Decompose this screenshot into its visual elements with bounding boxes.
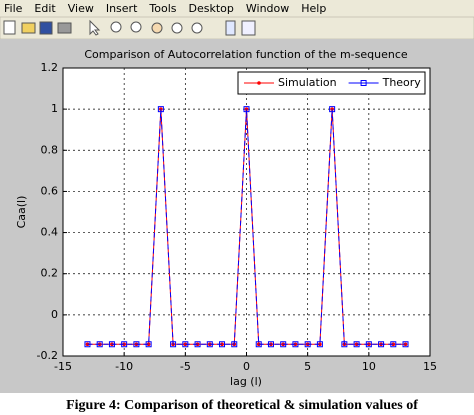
marker bbox=[170, 341, 177, 348]
marker bbox=[316, 341, 323, 348]
menu-item[interactable]: Help bbox=[301, 2, 326, 15]
marker bbox=[280, 341, 287, 348]
marker bbox=[231, 341, 238, 348]
marker bbox=[365, 341, 372, 348]
marker bbox=[243, 106, 250, 113]
pointer-icon[interactable] bbox=[89, 19, 101, 36]
x-tick-label: 0 bbox=[243, 360, 250, 373]
rotate-icon[interactable] bbox=[171, 22, 183, 34]
marker bbox=[292, 341, 299, 348]
save-icon[interactable] bbox=[39, 21, 53, 35]
y-axis-label: Caa(l) bbox=[15, 196, 28, 229]
marker bbox=[353, 341, 360, 348]
marker bbox=[182, 341, 189, 348]
menu-item[interactable]: Edit bbox=[34, 2, 56, 15]
y-tick-label: 0.8 bbox=[41, 143, 59, 156]
marker bbox=[304, 341, 311, 348]
colorbar-icon[interactable] bbox=[225, 20, 236, 36]
x-tick-label: 15 bbox=[423, 360, 437, 373]
y-tick-label: 0.2 bbox=[41, 267, 59, 280]
zoom-out-icon[interactable] bbox=[130, 21, 142, 33]
y-tick-label: 0 bbox=[51, 308, 58, 321]
menu-item[interactable]: File bbox=[4, 2, 23, 15]
x-axis-label: lag (l) bbox=[230, 375, 262, 388]
menu-item[interactable]: Window bbox=[246, 2, 289, 15]
legend-label: Simulation bbox=[278, 76, 337, 89]
legend-box bbox=[237, 71, 426, 95]
pan-icon[interactable] bbox=[151, 22, 163, 34]
marker bbox=[84, 341, 91, 348]
marker bbox=[194, 341, 201, 348]
marker bbox=[108, 341, 115, 348]
x-tick-label: -5 bbox=[180, 360, 191, 373]
marker bbox=[378, 341, 385, 348]
marker bbox=[133, 341, 140, 348]
marker bbox=[255, 341, 262, 348]
new-icon[interactable] bbox=[3, 20, 16, 35]
x-tick-label: -10 bbox=[115, 360, 133, 373]
y-tick-label: 1 bbox=[51, 102, 58, 115]
marker bbox=[146, 342, 151, 347]
y-tick-label: 0.4 bbox=[41, 226, 59, 239]
marker bbox=[341, 341, 348, 348]
y-tick-label: -0.2 bbox=[37, 349, 58, 362]
open-icon[interactable] bbox=[21, 22, 36, 34]
marker bbox=[145, 341, 152, 348]
marker bbox=[121, 341, 128, 348]
caption: Figure 4: Comparison of theoretical & si… bbox=[66, 398, 418, 413]
marker bbox=[85, 342, 90, 347]
marker bbox=[329, 106, 336, 113]
y-tick-label: 1.2 bbox=[41, 61, 59, 74]
menu-item[interactable]: Desktop bbox=[189, 2, 234, 15]
y-tick-label: 0.6 bbox=[41, 184, 59, 197]
x-tick-label: 10 bbox=[362, 360, 376, 373]
marker bbox=[157, 106, 164, 113]
legend-marker bbox=[257, 81, 261, 85]
marker bbox=[390, 341, 397, 348]
toolbar-icons bbox=[3, 19, 256, 36]
series-line bbox=[87, 109, 406, 345]
marker bbox=[96, 341, 103, 348]
chart-title: Comparison of Autocorrelation function o… bbox=[84, 48, 408, 61]
x-tick-label: 5 bbox=[304, 360, 311, 373]
datacursor-icon[interactable] bbox=[191, 22, 203, 34]
menu-item[interactable]: Tools bbox=[148, 2, 176, 15]
menu-item[interactable]: View bbox=[68, 2, 94, 15]
legend-icon[interactable] bbox=[241, 20, 256, 36]
marker bbox=[206, 341, 213, 348]
marker bbox=[318, 342, 322, 347]
menu-item[interactable]: Insert bbox=[106, 2, 138, 15]
print-icon[interactable] bbox=[57, 22, 72, 34]
marker bbox=[219, 341, 226, 348]
marker bbox=[391, 342, 396, 347]
menu-bar bbox=[0, 0, 474, 17]
x-tick-label: -15 bbox=[54, 360, 72, 373]
marker bbox=[267, 341, 274, 348]
legend-label: Theory bbox=[382, 76, 422, 89]
zoom-in-icon[interactable] bbox=[110, 21, 122, 33]
legend-marker bbox=[360, 80, 367, 86]
marker bbox=[402, 341, 409, 348]
